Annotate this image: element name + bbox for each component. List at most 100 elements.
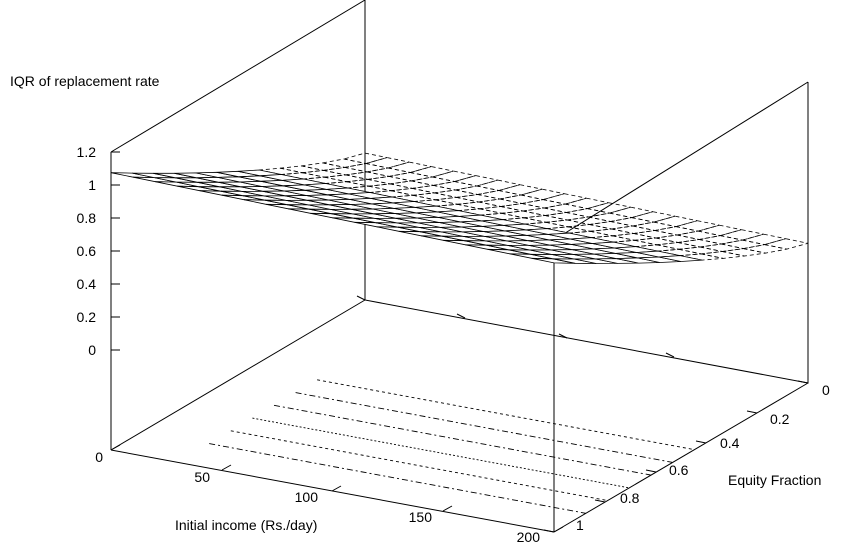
y-tick [695,440,707,444]
surface-cell [655,234,700,243]
surface-cell [720,229,764,241]
contour-line [252,417,629,489]
surface-cell [367,175,412,185]
surface-cell [478,198,523,207]
surface-cell [743,244,787,254]
y-tick-label: 0.4 [720,435,740,451]
surface-cell [412,184,456,194]
y-axis-label: Equity Fraction [728,472,821,488]
surface-cell [677,230,721,240]
y-tick [543,529,555,533]
contour-line [230,430,608,501]
y-tick [746,410,758,414]
x-tick [110,444,121,451]
x-tick-label: 150 [409,509,433,525]
surface-cell [454,175,499,187]
surface-cell [521,199,566,209]
surface-cell [700,243,744,252]
surface-cell [434,189,478,198]
surface-cell [301,162,345,171]
y-tick [645,469,657,473]
surface-cell [389,172,433,182]
contour-line [273,404,651,476]
surface-cell [343,152,388,164]
surface-cell [390,180,434,189]
surface-cell [322,158,367,168]
z-tick-label: 0 [88,342,96,358]
contour-line [295,392,673,463]
surface-cell [387,161,432,173]
surface-cell [476,179,521,191]
y-tick [797,380,809,384]
surface-cell [545,212,589,221]
surface-mesh [110,169,703,264]
x-back-tick [558,333,568,339]
x-back-tick [456,313,466,319]
z-tick-label: 0.8 [77,210,97,226]
y-tick [594,499,606,503]
z-tick-label: 0.6 [77,243,97,259]
surface-cell [520,188,565,201]
surface-cell [589,221,633,230]
surface-cell [500,203,545,212]
surface-cell [498,184,543,196]
surface-cell [658,255,703,262]
surface-cell [455,185,499,195]
surface-cell [366,167,411,177]
surface-cell [722,248,766,257]
surface-cell [742,233,786,246]
surface-cell [345,171,390,180]
surface-cell [653,215,698,228]
x-back-tick [356,295,366,301]
surface-cell [654,226,699,236]
x-tick-label: 0 [95,449,103,465]
surface-cell [675,220,720,232]
surface-cell [698,224,742,237]
x-axis-ticks: 0 50 100 150 200 [95,295,675,545]
surface-cell [433,181,477,191]
x-tick [221,464,232,471]
surface-cell [610,217,654,227]
z-axis-ticks: 1.2 1 0.8 0.6 0.4 0.2 0 [77,144,120,358]
x-tick-label: 200 [517,529,541,545]
y-tick-label: 1 [576,517,584,533]
surface-cell [411,176,455,186]
surface-cell [587,202,631,214]
surface-cell [677,239,722,248]
surface-cell [544,203,588,213]
surface-cell [456,194,500,203]
y-tick-label: 0.2 [770,411,790,427]
surface-cell [410,166,454,178]
surface-cell [432,170,476,182]
surface-cell [344,163,389,173]
y-axis-ticks: 0 0.2 0.4 0.6 0.8 1 [543,380,830,533]
y-tick-label: 0.8 [620,490,640,506]
z-tick-label: 0.4 [77,276,97,292]
surface-cell [565,197,609,210]
surface-cell [764,238,809,250]
contour-line [209,443,586,514]
surface-cell [477,190,522,200]
plot-box [110,0,809,533]
x-tick [331,485,342,492]
base-contours [209,379,694,514]
surface-cell [631,211,676,223]
surface-cell [721,239,765,250]
surface-cell [499,194,544,204]
contour-line [317,379,694,450]
surface-cell [323,166,368,176]
surface-cell [633,230,678,239]
x-axis-label: Initial income (Rs./day) [175,517,317,533]
surface-cell [609,206,654,219]
surface-cell [611,225,655,234]
x-tick [442,505,453,512]
x-tick [553,526,564,533]
x-back-tick [665,352,675,358]
z-tick-label: 0.2 [77,309,97,325]
surface-cell [543,193,587,205]
surface-cell [632,221,677,231]
y-tick-label: 0.6 [669,462,689,478]
z-tick-label: 1 [88,177,96,193]
surface-cell [699,235,743,245]
